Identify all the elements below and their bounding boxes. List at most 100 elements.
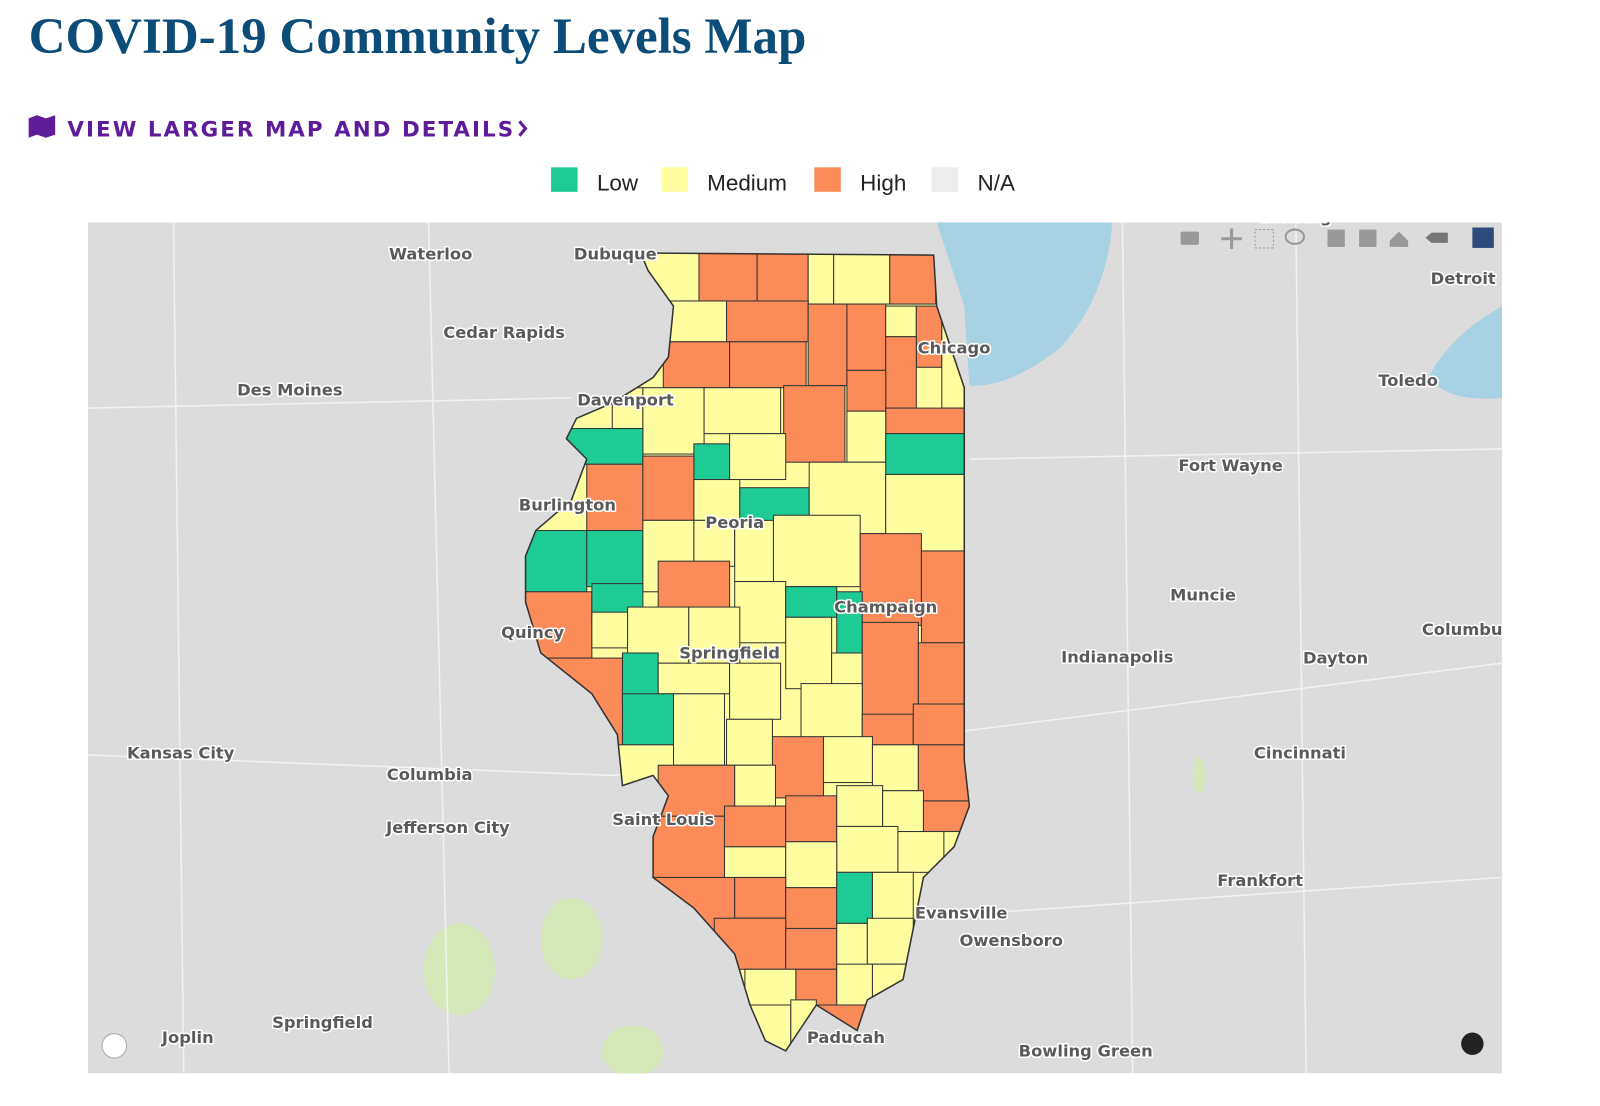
map-link[interactable]: VIEW LARGER MAP AND DETAILS	[28, 115, 528, 143]
legend-label: N/A	[978, 171, 1015, 196]
county	[729, 341, 807, 389]
county	[729, 433, 787, 481]
page-title: COVID-19 Community Levels Map	[29, 9, 807, 65]
county	[917, 744, 970, 802]
county	[885, 407, 966, 435]
legend-label: Medium	[707, 171, 787, 196]
county	[807, 253, 835, 305]
city-label: Toledo	[1378, 371, 1438, 390]
parks	[423, 757, 1206, 1074]
city-label: Frankfort	[1217, 871, 1303, 890]
county	[836, 871, 873, 924]
county	[885, 433, 966, 475]
county	[726, 300, 809, 343]
county	[698, 253, 758, 302]
legend-swatch	[551, 167, 578, 192]
city-label: Champaign	[834, 598, 937, 617]
county	[723, 846, 787, 878]
city-label: Kansas City	[127, 743, 235, 762]
toolbar[interactable]	[1180, 227, 1494, 249]
county	[756, 253, 809, 302]
county	[885, 305, 917, 338]
county	[785, 795, 838, 843]
city-label: Evansville	[915, 904, 1008, 923]
county	[734, 876, 787, 919]
legend-swatch	[931, 167, 959, 192]
city-label: Joplin	[161, 1028, 214, 1047]
county	[846, 369, 887, 412]
city-label: Davenport	[577, 390, 674, 409]
city-label: Saint Louis	[612, 810, 714, 829]
county	[621, 652, 659, 700]
county	[657, 764, 736, 817]
county	[871, 871, 914, 924]
map-icon	[28, 115, 56, 138]
link-text[interactable]: VIEW LARGER MAP AND DETAILS	[67, 118, 515, 143]
county	[642, 455, 695, 521]
legend-label: Low	[597, 171, 639, 196]
county	[912, 703, 970, 746]
county	[836, 591, 863, 654]
city-label: Springfield	[272, 1013, 373, 1032]
legend-swatch	[661, 167, 688, 192]
city-label: Fort Wayne	[1178, 456, 1282, 475]
county	[667, 300, 728, 343]
county	[846, 303, 887, 371]
lake-erie	[1428, 306, 1502, 399]
city-label: Cedar Rapids	[443, 323, 565, 342]
city-label: Paducah	[807, 1028, 885, 1047]
city-label: Waterloo	[389, 245, 472, 264]
state-border	[524, 252, 971, 1052]
county	[882, 790, 924, 833]
city-label: Burlington	[519, 496, 616, 515]
mapbox-logo	[101, 1033, 128, 1059]
legend-swatch	[814, 167, 841, 192]
city-label: Springfield	[679, 644, 780, 663]
city-label: Indianapolis	[1061, 648, 1173, 667]
chevron	[518, 120, 528, 137]
county	[657, 662, 731, 695]
city-labels: Waterloo Dubuque Cedar Rapids Des Moines Dav…	[125, 207, 1502, 1062]
county	[726, 718, 773, 766]
city-label: Owensboro	[959, 931, 1062, 950]
county	[703, 387, 782, 435]
city-label: Dayton	[1303, 649, 1368, 668]
county	[729, 662, 782, 720]
city-label: Muncie	[1170, 585, 1236, 604]
county	[734, 581, 787, 644]
city-label: Dubuque	[574, 245, 657, 264]
county	[785, 887, 838, 929]
city-label: Cincinnati	[1254, 743, 1346, 762]
county	[915, 305, 943, 368]
county	[785, 616, 833, 690]
county	[800, 683, 863, 741]
county	[836, 785, 884, 827]
county	[807, 303, 848, 387]
county	[885, 336, 917, 409]
county	[785, 586, 838, 618]
county	[642, 387, 705, 455]
county	[859, 533, 922, 626]
county	[621, 693, 674, 746]
county	[822, 736, 873, 784]
city-label: Lansing	[1260, 207, 1332, 226]
county	[688, 606, 741, 664]
roads	[87, 222, 1502, 1074]
county	[734, 764, 777, 807]
county	[785, 927, 838, 970]
city-label: Jefferson City	[385, 818, 510, 837]
city-label: Quincy	[501, 623, 564, 642]
county	[771, 736, 824, 799]
county	[836, 825, 899, 873]
county	[734, 519, 774, 583]
county	[772, 514, 861, 588]
county	[871, 744, 919, 792]
county	[783, 385, 846, 463]
county	[591, 611, 629, 649]
info-button[interactable]	[1461, 1032, 1484, 1055]
legend: Low Medium High N/A	[551, 167, 1015, 196]
city-label: Detroit	[1431, 269, 1496, 288]
county	[833, 253, 891, 305]
